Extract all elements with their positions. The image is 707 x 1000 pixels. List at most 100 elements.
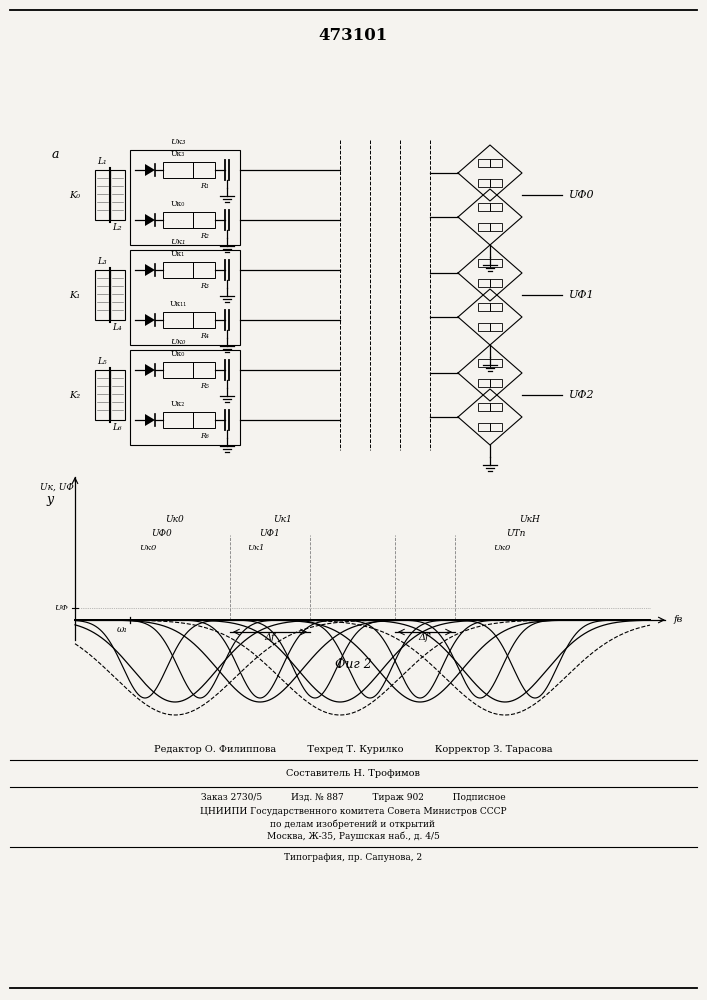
- Text: K₂: K₂: [69, 390, 81, 399]
- Text: Uк₂: Uк₂: [171, 400, 185, 408]
- Bar: [130, 250, 240, 345]
- Bar: [490, 179, 502, 187]
- Bar: [163, 362, 193, 378]
- Text: y: y: [47, 493, 54, 506]
- Bar: [490, 223, 502, 231]
- Polygon shape: [145, 164, 155, 176]
- Bar: [490, 279, 502, 287]
- Bar: [193, 262, 215, 278]
- Bar: [478, 203, 490, 211]
- Bar: [130, 150, 240, 245]
- Bar: [490, 323, 502, 331]
- Bar: [490, 403, 502, 411]
- Text: R₁: R₁: [199, 182, 209, 190]
- Text: fв: fв: [673, 615, 683, 624]
- Bar: [478, 359, 490, 367]
- Text: по делам изобретений и открытий: по делам изобретений и открытий: [271, 819, 436, 829]
- Text: Uк₁₁: Uк₁₁: [170, 300, 187, 308]
- Polygon shape: [145, 264, 155, 276]
- Text: Uк1: Uк1: [274, 516, 293, 524]
- Text: UΦ0: UΦ0: [569, 190, 595, 200]
- Text: R₃: R₃: [199, 282, 209, 290]
- Bar: [478, 179, 490, 187]
- Text: Составитель Н. Трофимов: Составитель Н. Трофимов: [286, 768, 420, 778]
- Bar: [163, 212, 193, 228]
- Text: UΦ: UΦ: [54, 604, 68, 612]
- Text: Uк₃: Uк₃: [170, 138, 186, 146]
- Text: ЦНИИПИ Государственного комитета Совета Министров СССР: ЦНИИПИ Государственного комитета Совета …: [199, 808, 506, 816]
- Bar: [130, 350, 240, 445]
- Bar: [95, 270, 110, 320]
- Text: UΦ1: UΦ1: [259, 530, 281, 538]
- Text: Uк0: Uк0: [139, 544, 157, 552]
- Bar: [478, 159, 490, 167]
- Bar: [163, 262, 193, 278]
- Bar: [193, 362, 215, 378]
- Text: L₆: L₆: [112, 424, 122, 432]
- Bar: [490, 159, 502, 167]
- Bar: [95, 370, 110, 420]
- Bar: [163, 412, 193, 428]
- Text: Uк₁: Uк₁: [170, 238, 186, 246]
- Bar: [110, 170, 125, 220]
- Text: Uк0: Uк0: [493, 544, 510, 552]
- Bar: [478, 403, 490, 411]
- Text: Москва, Ж-35, Раушская наб., д. 4/5: Москва, Ж-35, Раушская наб., д. 4/5: [267, 831, 440, 841]
- Bar: [490, 303, 502, 311]
- Text: R₂: R₂: [199, 232, 209, 240]
- Bar: [110, 270, 125, 320]
- Bar: [478, 279, 490, 287]
- Bar: [193, 162, 215, 178]
- Bar: [490, 423, 502, 431]
- Text: UкH: UкH: [520, 516, 540, 524]
- Text: L₁: L₁: [97, 157, 107, 166]
- Bar: [490, 379, 502, 387]
- Text: L₄: L₄: [112, 324, 122, 332]
- Text: L₂: L₂: [112, 224, 122, 232]
- Text: ω₁: ω₁: [117, 626, 127, 635]
- Bar: [478, 259, 490, 267]
- Bar: [478, 223, 490, 231]
- Bar: [193, 312, 215, 328]
- Text: a: a: [51, 148, 59, 161]
- Polygon shape: [145, 314, 155, 326]
- Text: K₀: K₀: [69, 190, 81, 200]
- Text: UΦ0: UΦ0: [151, 530, 173, 538]
- Bar: [490, 359, 502, 367]
- Text: Δf: Δf: [264, 634, 275, 643]
- Text: R₅: R₅: [199, 382, 209, 390]
- Bar: [163, 312, 193, 328]
- Bar: [478, 423, 490, 431]
- Bar: [193, 412, 215, 428]
- Text: Uк₁: Uк₁: [171, 250, 185, 258]
- Polygon shape: [145, 364, 155, 376]
- Text: L₅: L₅: [97, 358, 107, 366]
- Text: R₆: R₆: [199, 432, 209, 440]
- Bar: [163, 162, 193, 178]
- Text: Uк1: Uк1: [247, 544, 264, 552]
- Text: Фиг 2: Фиг 2: [334, 658, 371, 672]
- Text: UΤn: UΤn: [506, 530, 526, 538]
- Bar: [110, 370, 125, 420]
- Text: Uк₃: Uк₃: [171, 150, 185, 158]
- Text: Uк₀: Uк₀: [170, 338, 186, 346]
- Text: L₃: L₃: [97, 257, 107, 266]
- Polygon shape: [145, 414, 155, 426]
- Bar: [478, 323, 490, 331]
- Text: Uк₀: Uк₀: [171, 350, 185, 358]
- Text: UΦ1: UΦ1: [569, 290, 595, 300]
- Text: Uк₀: Uк₀: [171, 200, 185, 208]
- Bar: [95, 170, 110, 220]
- Text: Uк, UΦ: Uк, UΦ: [40, 483, 74, 491]
- Text: Uк0: Uк0: [165, 516, 185, 524]
- Text: Δf': Δf': [419, 634, 432, 643]
- Bar: [193, 212, 215, 228]
- Text: 473101: 473101: [318, 26, 387, 43]
- Text: UΦ2: UΦ2: [569, 390, 595, 400]
- Bar: [478, 303, 490, 311]
- Polygon shape: [145, 214, 155, 226]
- Text: Заказ 2730/5          Изд. № 887          Тираж 902          Подписное: Заказ 2730/5 Изд. № 887 Тираж 902 Подпис…: [201, 792, 506, 802]
- Text: Редактор О. Филиппова          Техред Т. Курилко          Корректор З. Тарасова: Редактор О. Филиппова Техред Т. Курилко …: [153, 746, 552, 754]
- Text: Типография, пр. Сапунова, 2: Типография, пр. Сапунова, 2: [284, 854, 422, 862]
- Text: K₁: K₁: [69, 290, 81, 300]
